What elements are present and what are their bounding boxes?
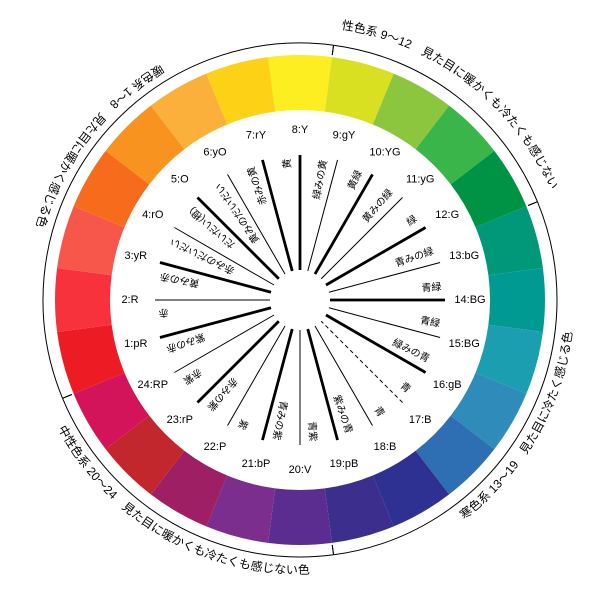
segment-label: 23:rP: [167, 414, 193, 426]
spoke: [321, 321, 402, 402]
spoke: [160, 308, 271, 338]
inner-color-label: 緑みの黄: [310, 159, 330, 201]
group-tick: [332, 45, 333, 55]
segment-label: 21:bP: [242, 458, 271, 470]
segment-label: 5:O: [171, 174, 189, 186]
inner-color-label: 黄: [280, 158, 294, 169]
inner-color-label: 青緑: [421, 280, 442, 294]
inner-color-label: 黄みの緑: [359, 186, 395, 225]
color-segment: [268, 488, 332, 545]
color-wheel: 8:Y 9:gY 10:YG 11:yG 12:G 13:bG 14:BG 15:BG 16:g…: [0, 0, 600, 600]
segment-label: 17:B: [409, 414, 432, 426]
group-tick: [63, 395, 72, 399]
color-segment: [488, 268, 545, 332]
segment-label: 16:gB: [433, 379, 462, 391]
spoke: [326, 315, 426, 373]
inner-color-label: 青紫: [306, 421, 320, 442]
color-segment: [268, 55, 332, 112]
spoke: [321, 197, 402, 278]
segment-label: 11:yG: [406, 174, 435, 186]
segment-label: 18:B: [374, 441, 397, 453]
group-tick: [332, 545, 333, 555]
color-segment: [55, 268, 112, 332]
segment-label: 15:BG: [449, 338, 480, 350]
inner-color-label: 黄緑: [344, 168, 364, 192]
segment-label: 14:BG: [454, 294, 485, 306]
inner-color-label: 青: [371, 404, 387, 420]
center-hole: [272, 272, 328, 328]
inner-color-label: 緑みの青: [390, 336, 432, 365]
segment-label: 4:rO: [142, 209, 164, 221]
segment-label: 20:V: [289, 464, 312, 476]
inner-color-label: 赤: [158, 306, 169, 319]
segment-label: 22:P: [204, 441, 227, 453]
segment-label: 7:rY: [246, 130, 267, 142]
segment-label: 1:pR: [124, 338, 147, 350]
segment-label: 8:Y: [292, 124, 309, 136]
inner-color-label: 赤みの紫: [205, 375, 240, 413]
inner-color-label: 緑: [404, 212, 420, 228]
segment-label: 3:yR: [124, 250, 147, 262]
inner-color-label: 青: [398, 379, 414, 395]
segment-label: 2:R: [121, 294, 138, 306]
spoke: [262, 160, 292, 271]
inner-color-label: 青緑: [419, 313, 441, 330]
segment-label: 9:gY: [333, 130, 356, 142]
segment-label: 10:YG: [369, 147, 400, 159]
group-tick: [528, 202, 537, 206]
segment-label: 6:yO: [203, 147, 227, 159]
segment-label: 24:RP: [137, 379, 168, 391]
segment-label: 13:bG: [449, 250, 479, 262]
segment-label: 19:pB: [330, 458, 359, 470]
spoke: [197, 321, 278, 402]
segment-label: 12:G: [435, 209, 459, 221]
inner-color-label: 赤紫: [181, 366, 204, 387]
inner-color-label: 紫: [235, 417, 250, 431]
